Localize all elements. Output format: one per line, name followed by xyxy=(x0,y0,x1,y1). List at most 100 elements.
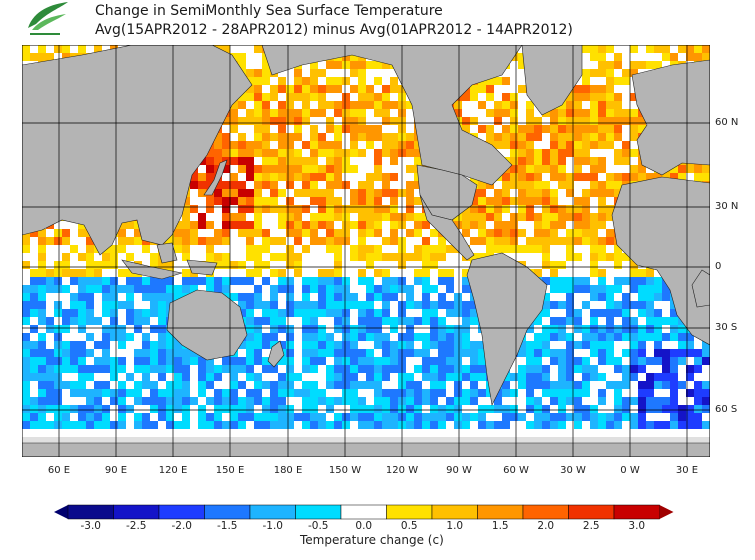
sst-cell xyxy=(270,373,278,381)
sst-cell xyxy=(342,189,350,197)
sst-cell xyxy=(350,373,358,381)
sst-cell xyxy=(342,133,350,141)
sst-cell xyxy=(246,205,254,213)
sst-cell xyxy=(246,317,254,325)
sst-cell xyxy=(310,205,318,213)
sst-cell xyxy=(662,437,670,445)
sst-cell xyxy=(254,245,262,253)
sst-cell xyxy=(654,333,662,341)
sst-cell xyxy=(630,149,638,157)
sst-cell xyxy=(254,61,262,69)
sst-cell xyxy=(670,165,678,173)
sst-cell xyxy=(46,341,54,349)
sst-cell xyxy=(470,93,478,101)
sst-cell xyxy=(238,189,246,197)
sst-cell xyxy=(566,365,574,373)
sst-cell xyxy=(502,141,510,149)
sst-cell xyxy=(686,333,694,341)
sst-cell xyxy=(494,245,502,253)
sst-cell xyxy=(334,237,342,245)
sst-cell xyxy=(526,381,534,389)
sst-cell xyxy=(318,301,326,309)
sst-cell xyxy=(502,405,510,413)
sst-cell xyxy=(326,213,334,221)
sst-cell xyxy=(622,101,630,109)
sst-cell xyxy=(438,421,446,429)
sst-cell xyxy=(166,261,174,269)
sst-cell xyxy=(366,421,374,429)
sst-cell xyxy=(598,117,606,125)
sst-cell xyxy=(22,405,30,413)
sst-cell xyxy=(430,421,438,429)
sst-cell xyxy=(526,133,534,141)
sst-cell xyxy=(246,285,254,293)
land-africa xyxy=(611,176,710,346)
sst-cell xyxy=(310,309,318,317)
sst-cell xyxy=(46,325,54,333)
sst-cell xyxy=(46,437,54,445)
sst-cell xyxy=(646,277,654,285)
sst-cell xyxy=(470,309,478,317)
sst-cell xyxy=(622,261,630,269)
sst-cell xyxy=(302,149,310,157)
sst-cell xyxy=(118,285,126,293)
sst-cell xyxy=(382,405,390,413)
sst-cell xyxy=(222,165,230,173)
sst-cell xyxy=(566,405,574,413)
sst-cell xyxy=(118,253,126,261)
sst-cell xyxy=(382,293,390,301)
sst-cell xyxy=(622,157,630,165)
sst-cell xyxy=(350,173,358,181)
sst-cell xyxy=(254,437,262,445)
sst-cell xyxy=(542,229,550,237)
sst-cell xyxy=(382,285,390,293)
sst-cell xyxy=(518,429,526,437)
sst-cell xyxy=(374,245,382,253)
sst-cell xyxy=(462,269,470,277)
sst-cell xyxy=(414,301,422,309)
sst-cell xyxy=(406,349,414,357)
sst-cell xyxy=(606,333,614,341)
sst-cell xyxy=(46,237,54,245)
sst-cell xyxy=(38,277,46,285)
sst-cell xyxy=(414,341,422,349)
sst-cell xyxy=(574,293,582,301)
sst-cell xyxy=(662,341,670,349)
sst-cell xyxy=(582,333,590,341)
sst-cell xyxy=(78,285,86,293)
sst-cell xyxy=(78,301,86,309)
sst-cell xyxy=(54,405,62,413)
sst-cell xyxy=(374,301,382,309)
sst-cell xyxy=(574,133,582,141)
sst-cell xyxy=(302,349,310,357)
sst-cell xyxy=(206,213,214,221)
sst-cell xyxy=(366,149,374,157)
sst-cell xyxy=(174,237,182,245)
sst-cell xyxy=(558,317,566,325)
sst-cell xyxy=(294,149,302,157)
sst-cell xyxy=(78,317,86,325)
sst-cell xyxy=(374,101,382,109)
colorbar-tick-label: 2.0 xyxy=(537,520,555,532)
sst-cell xyxy=(278,341,286,349)
sst-cell xyxy=(22,317,30,325)
sst-cell xyxy=(142,349,150,357)
sst-cell xyxy=(326,205,334,213)
sst-cell xyxy=(334,181,342,189)
sst-cell xyxy=(270,325,278,333)
sst-cell xyxy=(278,77,286,85)
sst-cell xyxy=(430,389,438,397)
sst-cell xyxy=(478,397,486,405)
sst-cell xyxy=(222,405,230,413)
sst-cell xyxy=(206,229,214,237)
sst-cell xyxy=(246,93,254,101)
sst-cell xyxy=(342,181,350,189)
sst-cell xyxy=(310,157,318,165)
sst-cell xyxy=(262,277,270,285)
sst-cell xyxy=(334,261,342,269)
sst-cell xyxy=(358,373,366,381)
sst-cell xyxy=(558,245,566,253)
sst-cell xyxy=(286,365,294,373)
sst-cell xyxy=(238,365,246,373)
sst-cell xyxy=(70,357,78,365)
